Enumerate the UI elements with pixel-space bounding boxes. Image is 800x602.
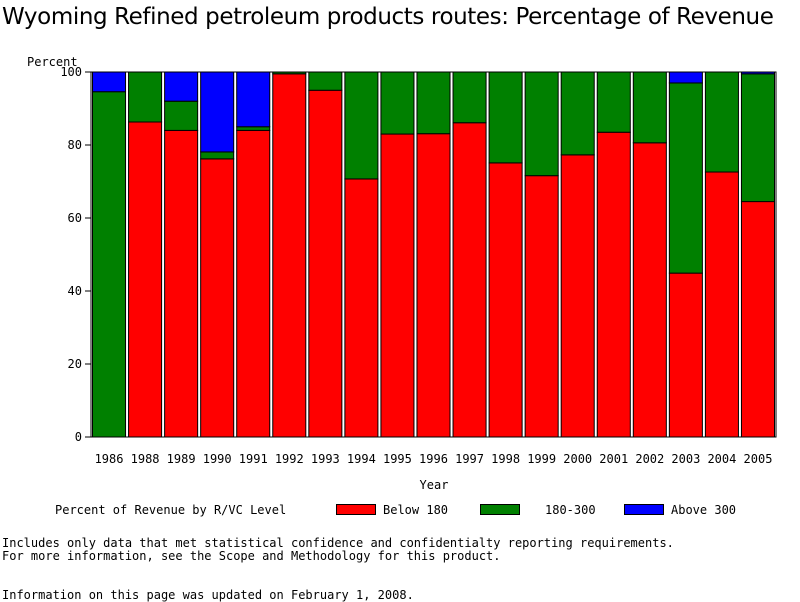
x-tick-label: 1998 xyxy=(491,452,520,466)
bar-segment-below-180-1998 xyxy=(488,162,523,438)
x-tick-label: 1989 xyxy=(167,452,196,466)
bar-segment-180-300-1988 xyxy=(128,71,163,123)
x-tick-label: 2004 xyxy=(707,452,736,466)
bar-segment-180-300-2004 xyxy=(704,71,739,173)
legend-label-180-300: 180-300 xyxy=(545,503,596,517)
x-tick-label: 1996 xyxy=(419,452,448,466)
x-tick-label: 2003 xyxy=(671,452,700,466)
bar-segment-180-300-1999 xyxy=(524,71,559,177)
bar-segment-180-300-2000 xyxy=(560,71,595,156)
y-axis-title: Percent xyxy=(27,55,78,69)
bar-segment-180-300-1986 xyxy=(92,91,127,438)
legend-swatch-above-300 xyxy=(624,504,664,515)
axes-group: 1986 1988 1989 1990 1991 1992 1993 1994 1995 1996… xyxy=(60,65,777,466)
x-tick-label: 2002 xyxy=(635,452,664,466)
x-tick-label: 1992 xyxy=(275,452,304,466)
bar-segment-below-180-2003 xyxy=(668,272,703,438)
x-tick-label: 1997 xyxy=(455,452,484,466)
x-tick-label: 2005 xyxy=(744,452,773,466)
bar-segment-above-300-1990 xyxy=(200,71,235,153)
bar-segment-below-180-2000 xyxy=(560,154,595,438)
bar-segment-below-180-1999 xyxy=(524,175,559,438)
bar-segment-below-180-1992 xyxy=(272,73,307,438)
x-tick-label: 2000 xyxy=(563,452,592,466)
bar-segment-180-300-2002 xyxy=(632,71,667,144)
bar-segment-180-300-1996 xyxy=(416,71,451,135)
bar-segment-below-180-2002 xyxy=(632,142,667,438)
x-axis-title: Year xyxy=(420,478,449,492)
bar-segment-180-300-1991 xyxy=(236,126,271,131)
bar-segment-above-300-1991 xyxy=(236,71,271,128)
y-tick-label: 60 xyxy=(68,211,82,225)
y-tick-label: 0 xyxy=(75,430,82,444)
bar-segment-above-300-1986 xyxy=(92,71,127,93)
bar-segment-180-300-2003 xyxy=(668,82,703,274)
bar-segment-below-180-2001 xyxy=(596,131,631,438)
bar-segment-below-180-1988 xyxy=(128,121,163,438)
legend-swatch-180-300 xyxy=(480,504,520,515)
footnote-confidence: Includes only data that met statistical … xyxy=(2,536,674,550)
x-tick-label: 1999 xyxy=(527,452,556,466)
bar-segment-below-180-1995 xyxy=(380,133,415,438)
x-tick-label: 1991 xyxy=(239,452,268,466)
footnote-updated: Information on this page was updated on … xyxy=(2,588,414,602)
x-tick-label: 1988 xyxy=(131,452,160,466)
legend-label-above-300: Above 300 xyxy=(671,503,737,517)
y-tick-label: 20 xyxy=(68,357,82,371)
x-tick-label: 1990 xyxy=(203,452,232,466)
y-tick-label: 40 xyxy=(68,284,82,298)
bar-segment-180-300-2005 xyxy=(740,73,776,203)
legend-label-below-180: Below 180 xyxy=(383,503,449,517)
bar-segment-180-300-1990 xyxy=(200,151,235,160)
y-tick-label: 80 xyxy=(68,138,82,152)
bar-segment-below-180-1994 xyxy=(344,178,379,438)
bar-segment-below-180-1991 xyxy=(236,129,271,438)
bar-segment-180-300-1994 xyxy=(344,71,379,180)
bar-segment-above-300-2003 xyxy=(668,71,703,84)
bar-segment-below-180-1996 xyxy=(416,133,451,438)
bars-group xyxy=(92,71,776,438)
bar-segment-180-300-1989 xyxy=(164,100,199,131)
plot-frame xyxy=(90,71,777,438)
legend-title: Percent of Revenue by R/VC Level xyxy=(55,503,287,517)
x-tick-label: 1993 xyxy=(311,452,340,466)
bar-segment-below-180-1997 xyxy=(452,122,487,438)
x-tick-label: 1995 xyxy=(383,452,412,466)
y-tick-label: 100 xyxy=(60,65,82,79)
chart-title: Wyoming Refined petroleum products route… xyxy=(2,4,774,30)
legend-swatch-below-180 xyxy=(336,504,376,515)
x-tick-label: 1986 xyxy=(95,452,124,466)
footnote-methodology: For more information, see the Scope and … xyxy=(2,549,501,563)
bar-segment-180-300-1993 xyxy=(308,71,343,91)
bar-segment-180-300-1997 xyxy=(452,71,487,124)
bar-segment-below-180-1990 xyxy=(200,158,235,438)
x-tick-label: 1994 xyxy=(347,452,376,466)
bar-segment-below-180-1993 xyxy=(308,89,343,438)
bar-segment-180-300-1998 xyxy=(488,71,523,164)
bar-segment-below-180-1989 xyxy=(164,129,199,438)
bar-segment-below-180-2005 xyxy=(740,201,776,438)
bar-segment-above-300-1989 xyxy=(164,71,199,102)
bar-segment-180-300-1995 xyxy=(380,71,415,135)
bar-segment-below-180-2004 xyxy=(704,171,739,438)
bar-segment-180-300-2001 xyxy=(596,71,631,133)
x-tick-label: 2001 xyxy=(599,452,628,466)
